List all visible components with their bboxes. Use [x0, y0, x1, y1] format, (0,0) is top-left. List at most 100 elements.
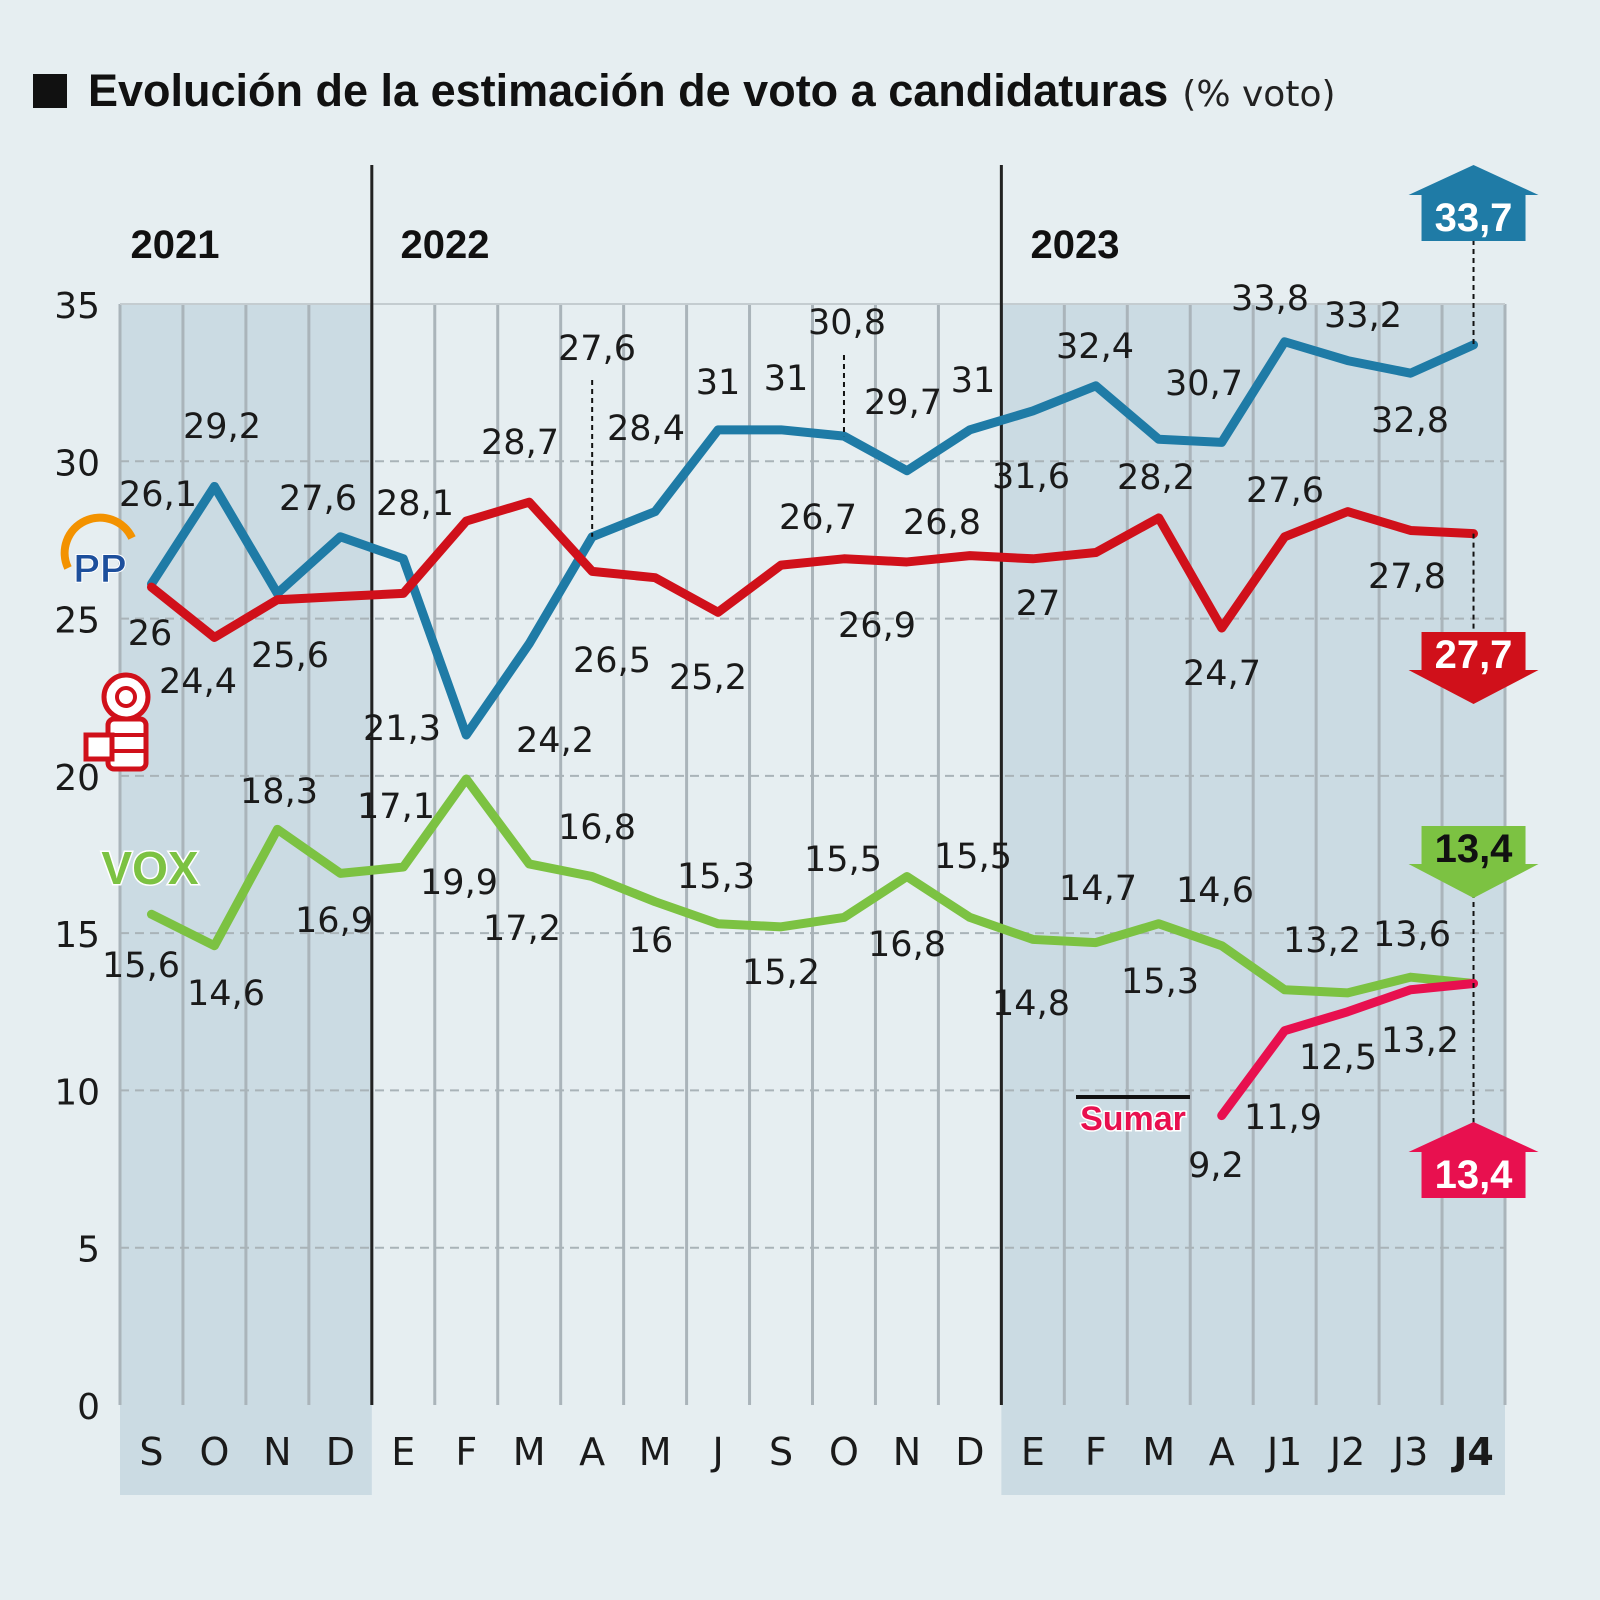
y-tick-label: 0 — [77, 1387, 100, 1428]
arrow-up-icon — [1408, 1122, 1539, 1198]
data-label-psoe: 26 — [128, 614, 173, 654]
data-label-vox: 15,2 — [742, 953, 820, 993]
x-tick-label: J — [710, 1430, 723, 1474]
data-label-vox: 14,8 — [992, 984, 1070, 1024]
data-label-vox: 13,6 — [1373, 915, 1451, 955]
x-tick-label: M — [513, 1430, 546, 1474]
y-tick-label: 15 — [54, 915, 100, 956]
data-label-pp: 31 — [696, 363, 741, 403]
data-label-psoe: 27 — [1016, 584, 1061, 624]
data-label-psoe: 25,2 — [669, 658, 747, 698]
data-label-vox: 16 — [629, 921, 674, 961]
x-tick-label: F — [455, 1430, 477, 1474]
data-label-psoe: 25,6 — [251, 636, 329, 676]
data-label-sumar: 13,2 — [1381, 1021, 1459, 1061]
vox-logo: VOX — [100, 841, 200, 896]
data-label-vox: 15,5 — [804, 840, 882, 880]
data-label-vox: 15,3 — [677, 857, 755, 897]
x-tick-label: J2 — [1328, 1430, 1365, 1474]
x-tick-label: A — [1209, 1430, 1235, 1474]
data-label-pp: 28,4 — [607, 409, 685, 449]
x-tick-label: N — [893, 1430, 921, 1474]
y-tick-label: 30 — [54, 443, 100, 484]
final-value-pp: 33,7 — [1435, 196, 1513, 240]
data-label-psoe: 27,6 — [1246, 471, 1324, 511]
data-label-pp: 31 — [764, 359, 809, 399]
data-label-sumar: 11,9 — [1244, 1098, 1322, 1138]
data-label-pp: 29,7 — [864, 383, 942, 423]
x-tick-label: J1 — [1265, 1430, 1302, 1474]
y-tick-label: 5 — [77, 1230, 100, 1271]
data-label-vox: 14,6 — [1176, 871, 1254, 911]
x-tick-label: E — [1021, 1430, 1045, 1474]
data-label-pp: 31 — [951, 361, 996, 401]
title-text: Evolución de la estimación de voto a can… — [88, 65, 1168, 116]
x-tick-label: A — [579, 1430, 605, 1474]
data-label-psoe: 26,7 — [779, 498, 857, 538]
year-label: 2021 — [131, 223, 220, 267]
data-label-vox: 16,9 — [295, 901, 373, 941]
data-label-vox: 17,1 — [357, 787, 435, 827]
final-value-vox: 13,4 — [1435, 827, 1514, 871]
year-label: 2023 — [1031, 223, 1120, 267]
data-label-pp: 32,4 — [1056, 327, 1134, 367]
title-square-icon — [33, 74, 67, 108]
svg-text:Sumar: Sumar — [1080, 1100, 1186, 1138]
data-label-psoe: 26,9 — [838, 606, 916, 646]
data-label-vox: 18,3 — [240, 772, 318, 812]
x-tick-label: O — [199, 1430, 229, 1474]
data-label-pp: 21,3 — [363, 709, 441, 749]
data-label-vox: 17,2 — [483, 909, 561, 949]
data-label-vox: 15,6 — [102, 946, 180, 986]
data-label-vox: 14,6 — [187, 974, 265, 1014]
arrow-up-icon — [1408, 165, 1539, 241]
y-tick-label: 20 — [54, 758, 100, 799]
x-tick-label: J3 — [1391, 1430, 1428, 1474]
x-tick-label: F — [1085, 1430, 1107, 1474]
data-label-psoe: 28,1 — [376, 484, 454, 524]
data-label-pp: 31,6 — [992, 457, 1070, 497]
series-line-pp — [146, 337, 1479, 740]
data-label-sumar: 9,2 — [1188, 1146, 1244, 1186]
x-tick-label: D — [955, 1430, 984, 1474]
arrow-down-icon — [1408, 826, 1539, 898]
data-label-pp: 24,2 — [516, 721, 594, 761]
data-label-pp: 32,8 — [1371, 401, 1449, 441]
data-label-psoe: 26,5 — [573, 641, 651, 681]
data-label-psoe: 27,8 — [1368, 557, 1446, 597]
data-label-pp: 33,8 — [1231, 279, 1309, 319]
data-label-psoe: 24,7 — [1183, 654, 1261, 694]
y-tick-label: 25 — [54, 601, 100, 642]
data-label-vox: 13,2 — [1283, 921, 1361, 961]
data-label-pp: 30,7 — [1165, 364, 1243, 404]
y-tick-label: 35 — [54, 286, 100, 327]
year-label: 2022 — [401, 223, 490, 267]
data-label-psoe: 26,8 — [903, 503, 981, 543]
x-tick-label: M — [1142, 1430, 1175, 1474]
series-line-psoe — [146, 497, 1479, 642]
data-label-pp: 27,6 — [558, 329, 636, 369]
data-label-vox: 15,3 — [1121, 962, 1199, 1002]
data-label-pp: 27,6 — [279, 479, 357, 519]
pp-logo: PP — [60, 513, 136, 592]
psoe-logo — [83, 672, 151, 772]
x-tick-label: M — [639, 1430, 672, 1474]
x-tick-label: D — [326, 1430, 355, 1474]
x-tick-label: J4 — [1450, 1430, 1494, 1474]
x-tick-label: N — [263, 1430, 291, 1474]
data-label-vox: 19,9 — [420, 863, 498, 903]
data-label-vox: 14,7 — [1059, 869, 1137, 909]
x-tick-label: O — [829, 1430, 859, 1474]
final-value-psoe: 27,7 — [1435, 633, 1513, 677]
data-label-vox: 16,8 — [558, 808, 636, 848]
subtitle-text: (% voto) — [1182, 74, 1335, 115]
svg-text:VOX: VOX — [101, 842, 198, 894]
series-line-vox — [146, 774, 1479, 998]
data-label-psoe: 24,4 — [159, 662, 237, 702]
chart-title: Evolución de la estimación de voto a can… — [88, 65, 1336, 116]
data-label-pp: 26,1 — [119, 475, 197, 515]
data-label-vox: 16,8 — [868, 925, 946, 965]
x-tick-label: E — [391, 1430, 415, 1474]
data-label-psoe: 28,2 — [1117, 458, 1195, 498]
